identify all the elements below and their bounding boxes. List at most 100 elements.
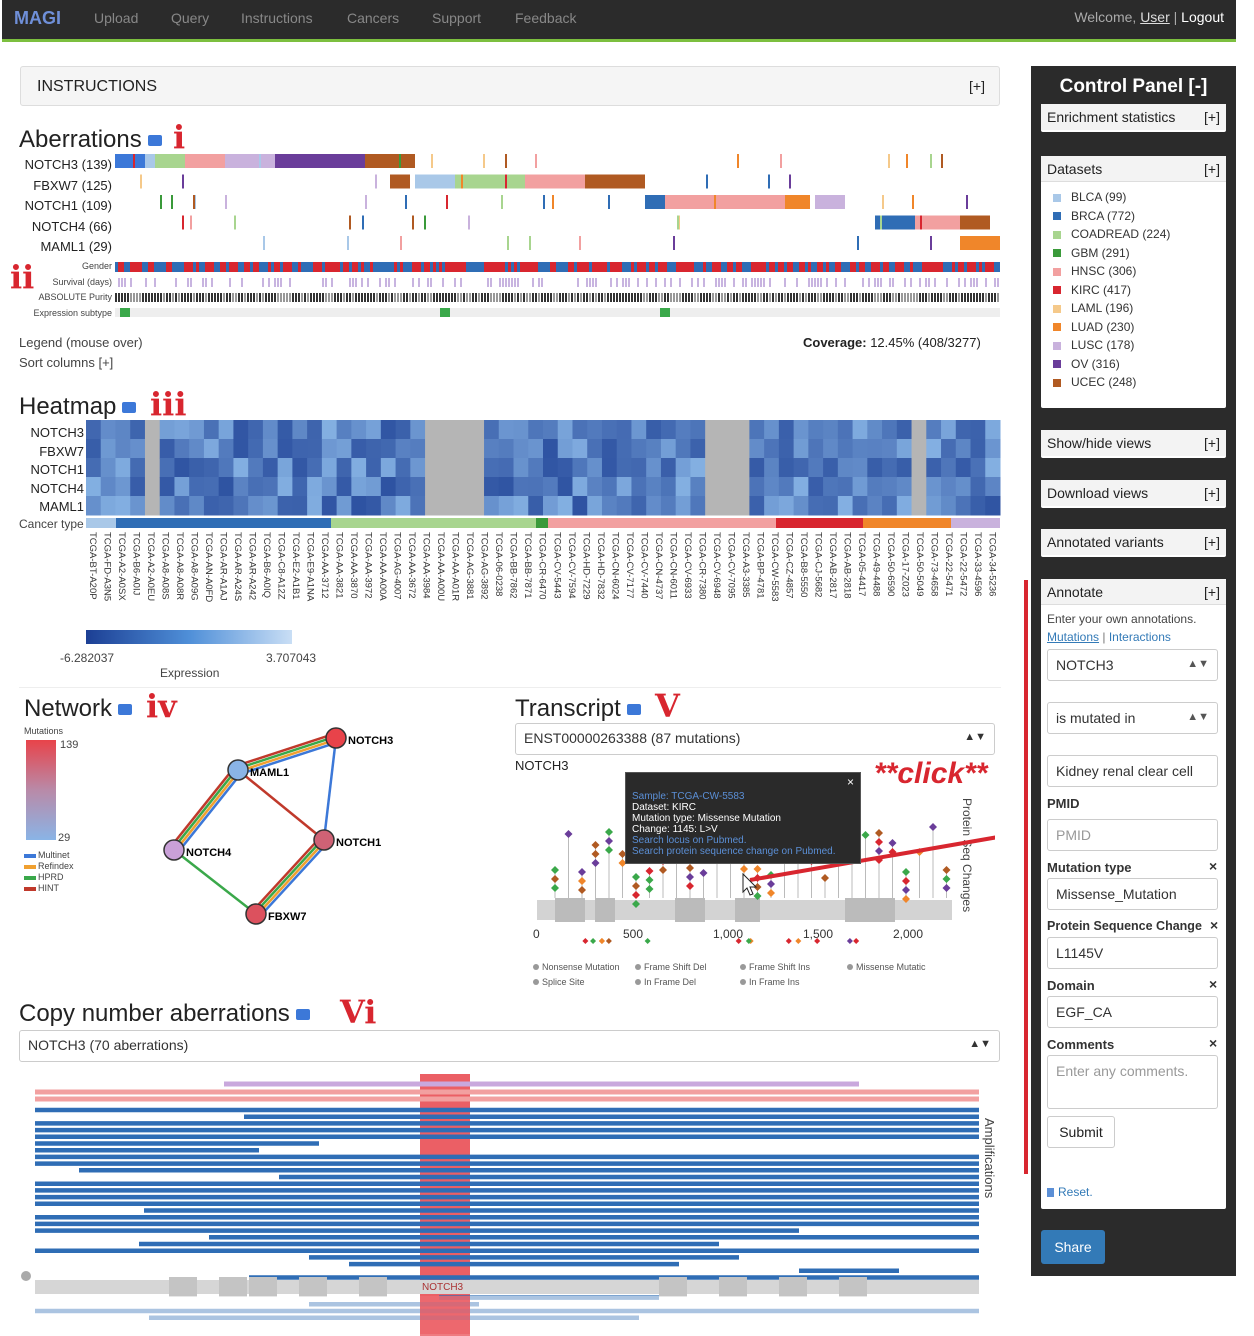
relation-select[interactable]: is mutated in ▲▼ [1047,702,1218,734]
control-panel-title[interactable]: Control Panel [-] [1059,76,1208,97]
print-icon[interactable] [295,1009,310,1021]
brand-logo[interactable]: MAGI [14,8,61,28]
remove-icon[interactable]: × [1209,976,1218,992]
annotate-header[interactable]: Annotate [+] [1041,579,1226,605]
nav-query[interactable]: Query [171,10,210,26]
psc-input[interactable]: L1145V [1047,937,1218,969]
tooltip-sample[interactable]: Sample: TCGA-CW-5583 [632,791,745,802]
download-toggle[interactable]: [+] [1204,485,1220,501]
dataset-item[interactable]: UCEC (248) [1053,375,1136,389]
annotate-toggle[interactable]: [+] [1204,584,1220,600]
dataset-item[interactable]: COADREAD (224) [1053,227,1170,241]
print-icon[interactable] [626,704,641,716]
dataset-item[interactable]: KIRC (417) [1053,283,1131,297]
nav-cancers[interactable]: Cancers [347,10,400,26]
heatmap-cell [115,477,131,497]
label-iii: iii [150,385,187,423]
dataset-item[interactable]: HNSC (306) [1053,264,1136,278]
tab-mutations[interactable]: Mutations [1047,630,1100,644]
tooltip-link-protein[interactable]: Search protein sequence change on Pubmed… [632,846,836,857]
gender-cell [757,262,760,272]
domain-input[interactable]: EGF_CA [1047,996,1218,1028]
survival-cell [646,278,648,287]
enrichment-header[interactable]: Enrichment statistics [+] [1041,104,1226,130]
datasets-header[interactable]: Datasets [+] [1041,156,1226,182]
cancer-field[interactable]: Kidney renal clear cell [1047,755,1218,787]
download-header[interactable]: Download views [+] [1041,480,1226,506]
user-link[interactable]: User [1140,9,1170,25]
dataset-item[interactable]: BRCA (772) [1053,209,1135,223]
heatmap-cell [307,477,323,497]
purity-cell [472,293,474,302]
share-button[interactable]: Share [1041,1230,1105,1264]
instructions-toggle[interactable]: [+] [969,78,985,94]
sort-columns-link[interactable]: Sort columns [+] [19,355,114,370]
cna-select[interactable]: NOTCH3 (70 aberrations) ▲▼ [19,1030,1000,1062]
transcript-select[interactable]: ENST00000263388 (87 mutations) ▲▼ [515,723,995,755]
enrichment-toggle[interactable]: [+] [1204,109,1220,125]
heatmap-cell [764,477,780,497]
dataset-item[interactable]: LUAD (230) [1053,320,1134,334]
cancer-type-cell [536,518,548,528]
nav-upload[interactable]: Upload [94,10,139,26]
enrichment-box[interactable]: Enrichment statistics [+] [1041,104,1226,132]
nav-support[interactable]: Support [432,10,482,26]
tooltip-dataset: Dataset: KIRC [632,802,696,813]
mutation-marker [821,874,829,882]
dataset-item[interactable]: LUSC (178) [1053,338,1134,352]
select-arrow-icon: ▲▼ [1187,711,1209,723]
mutation-type-input[interactable]: Missense_Mutation [1047,878,1218,910]
dataset-item[interactable]: LAML (196) [1053,301,1133,315]
print-icon[interactable] [147,135,162,147]
reset-link[interactable]: Reset. [1047,1185,1093,1199]
mutation-tick [133,154,135,168]
tab-interactions[interactable]: Interactions [1108,630,1171,644]
print-icon[interactable] [122,402,137,414]
gender-cell [961,262,964,272]
logout-link[interactable]: Logout [1181,9,1224,25]
nav-feedback[interactable]: Feedback [515,10,577,26]
nav-instructions[interactable]: Instructions [241,10,313,26]
remove-icon[interactable]: × [1209,1035,1218,1051]
annotated-toggle[interactable]: [+] [1204,534,1220,550]
gender-cell [382,262,385,272]
comments-textarea[interactable]: Enter any comments. [1047,1055,1218,1109]
inframe-marker [795,938,802,944]
download-box[interactable]: Download views [+] [1041,480,1226,508]
remove-icon[interactable]: × [1210,917,1219,933]
datasets-toggle[interactable]: [+] [1204,161,1220,177]
submit-button[interactable]: Submit [1047,1116,1115,1148]
survival-cell [514,278,516,287]
dataset-item[interactable]: OV (316) [1053,357,1120,371]
show-hide-toggle[interactable]: [+] [1204,435,1220,451]
remove-icon[interactable]: × [1209,858,1218,874]
gene-select[interactable]: NOTCH3 ▲▼ [1047,649,1218,681]
mutation-marker [645,885,654,893]
pmid-input[interactable]: PMID [1047,819,1218,851]
sample-label: TCGA-06-0238 [493,532,504,596]
cna-plot[interactable]: NOTCH3 Amplifications [19,1070,1004,1336]
heatmap-cell [911,496,927,516]
heatmap-grid[interactable] [86,420,1002,530]
survival-cell [997,278,999,287]
print-icon[interactable] [118,704,133,716]
gender-cell [742,262,745,272]
dataset-item[interactable]: GBM (291) [1053,246,1130,260]
heatmap-cell [100,496,116,516]
network-graph[interactable]: NOTCH3 MAML1 NOTCH1 NOTCH4 FBXW7 [150,720,430,940]
network-edge [171,768,238,850]
tooltip-close-icon[interactable]: × [846,775,854,789]
sample-label: TCGA-A8-A08S [160,532,171,600]
purity-cell [229,293,231,302]
tooltip-link-locus[interactable]: Search locus on Pubmed. [632,835,747,846]
annotated-box[interactable]: Annotated variants [+] [1041,529,1226,557]
dataset-item[interactable]: BLCA (99) [1053,190,1126,204]
aberration-matrix[interactable] [115,152,1005,320]
annotated-header[interactable]: Annotated variants [+] [1041,529,1226,555]
show-hide-header[interactable]: Show/hide views [+] [1041,430,1226,456]
show-hide-box[interactable]: Show/hide views [+] [1041,430,1226,458]
legend-link[interactable]: Legend (mouse over) [19,335,143,350]
gender-cell [490,262,493,272]
instructions-panel[interactable]: INSTRUCTIONS [+] [20,66,1000,106]
mutation-marker [767,889,775,897]
